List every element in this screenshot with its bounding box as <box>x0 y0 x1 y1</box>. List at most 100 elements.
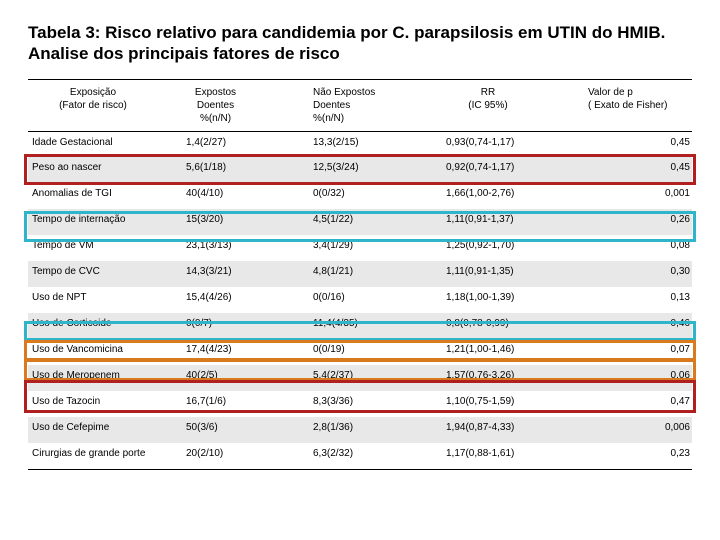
table-row: Uso de Cefepime50(3/6)2,8(1/36)1,94(0,87… <box>28 417 692 443</box>
header-exposicao: Exposição (Fator de risco) <box>28 79 158 131</box>
cell-c5: 0,13 <box>558 287 692 313</box>
header-rr: RR (IC 95%) <box>418 79 558 131</box>
cell-c3: 4,5(1/22) <box>273 209 418 235</box>
table-row: Tempo de VM23,1(3/13)3,4(1/29)1,25(0,92-… <box>28 235 692 261</box>
cell-c4: 0,8(0,78-0,99) <box>418 313 558 339</box>
cell-c3: 5,4(2/37) <box>273 365 418 391</box>
hdr: (Fator de risco) <box>59 100 127 111</box>
cell-c3: 2,8(1/36) <box>273 417 418 443</box>
cell-c3: 8,3(3/36) <box>273 391 418 417</box>
cell-c1: Uso de Corticoide <box>28 313 158 339</box>
table-row: Uso de Tazocin16,7(1/6)8,3(3/36)1,10(0,7… <box>28 391 692 417</box>
cell-c1: Uso de Meropenem <box>28 365 158 391</box>
hdr: RR <box>481 87 495 98</box>
cell-c4: 1,57(0,76-3,26) <box>418 365 558 391</box>
cell-c2: 14,3(3/21) <box>158 261 273 287</box>
hdr: Doentes <box>197 100 234 111</box>
cell-c4: 1,10(0,75-1,59) <box>418 391 558 417</box>
cell-c1: Uso de Cefepime <box>28 417 158 443</box>
table-row: Tempo de internação15(3/20)4,5(1/22)1,11… <box>28 209 692 235</box>
cell-c5: 0,46 <box>558 313 692 339</box>
cell-c2: 40(4/10) <box>158 183 273 209</box>
hdr: %(n/N) <box>200 113 231 124</box>
cell-c5: 0,26 <box>558 209 692 235</box>
cell-c5: 0,45 <box>558 131 692 157</box>
cell-c2: 40(2/5) <box>158 365 273 391</box>
table-wrapper: Exposição (Fator de risco) Expostos Doen… <box>28 79 692 470</box>
cell-c4: 0,93(0,74-1,17) <box>418 131 558 157</box>
risk-table: Exposição (Fator de risco) Expostos Doen… <box>28 79 692 470</box>
cell-c3: 6,3(2/32) <box>273 443 418 469</box>
header-nao-expostos: Não Expostos Doentes %(n/N) <box>273 79 418 131</box>
hdr: ( Exato de Fisher) <box>588 100 667 111</box>
cell-c3: 4,8(1/21) <box>273 261 418 287</box>
table-row: Uso de Vancomicina17,4(4/23)0(0/19)1,21(… <box>28 339 692 365</box>
cell-c3: 12,5(3/24) <box>273 157 418 183</box>
cell-c2: 17,4(4/23) <box>158 339 273 365</box>
table-row: Cirurgias de grande porte20(2/10)6,3(2/3… <box>28 443 692 469</box>
cell-c1: Tempo de VM <box>28 235 158 261</box>
cell-c1: Tempo de CVC <box>28 261 158 287</box>
cell-c5: 0,06 <box>558 365 692 391</box>
cell-c5: 0,08 <box>558 235 692 261</box>
cell-c2: 15(3/20) <box>158 209 273 235</box>
cell-c4: 1,11(0,91-1,37) <box>418 209 558 235</box>
cell-c4: 1,66(1,00-2,76) <box>418 183 558 209</box>
table-body: Idade Gestacional1,4(2/27)13,3(2/15)0,93… <box>28 131 692 469</box>
hdr: %(n/N) <box>313 113 344 124</box>
cell-c5: 0,30 <box>558 261 692 287</box>
table-row: Idade Gestacional1,4(2/27)13,3(2/15)0,93… <box>28 131 692 157</box>
cell-c5: 0,006 <box>558 417 692 443</box>
cell-c4: 1,18(1,00-1,39) <box>418 287 558 313</box>
header-expostos: Expostos Doentes %(n/N) <box>158 79 273 131</box>
table-row: Uso de Corticoide0(0/7)11,4(4/35)0,8(0,7… <box>28 313 692 339</box>
header-pvalue: Valor de p ( Exato de Fisher) <box>558 79 692 131</box>
table-title: Tabela 3: Risco relativo para candidemia… <box>28 22 692 65</box>
cell-c1: Peso ao nascer <box>28 157 158 183</box>
cell-c4: 1,17(0,88-1,61) <box>418 443 558 469</box>
table-row: Tempo de CVC14,3(3/21)4,8(1/21)1,11(0,91… <box>28 261 692 287</box>
header-row: Exposição (Fator de risco) Expostos Doen… <box>28 79 692 131</box>
table-row: Anomalias de TGI40(4/10)0(0/32)1,66(1,00… <box>28 183 692 209</box>
cell-c3: 0(0/32) <box>273 183 418 209</box>
table-row: Uso de NPT15,4(4/26)0(0/16)1,18(1,00-1,3… <box>28 287 692 313</box>
cell-c3: 0(0/16) <box>273 287 418 313</box>
cell-c1: Uso de Vancomicina <box>28 339 158 365</box>
cell-c2: 5,6(1/18) <box>158 157 273 183</box>
cell-c1: Anomalias de TGI <box>28 183 158 209</box>
cell-c4: 1,94(0,87-4,33) <box>418 417 558 443</box>
table-row: Uso de Meropenem40(2/5)5,4(2/37)1,57(0,7… <box>28 365 692 391</box>
cell-c5: 0,001 <box>558 183 692 209</box>
cell-c4: 1,11(0,91-1,35) <box>418 261 558 287</box>
table-row: Peso ao nascer5,6(1/18)12,5(3/24)0,92(0,… <box>28 157 692 183</box>
hdr: Exposição <box>70 87 116 98</box>
cell-c1: Idade Gestacional <box>28 131 158 157</box>
cell-c5: 0,47 <box>558 391 692 417</box>
cell-c5: 0,23 <box>558 443 692 469</box>
cell-c2: 1,4(2/27) <box>158 131 273 157</box>
cell-c2: 23,1(3/13) <box>158 235 273 261</box>
cell-c1: Cirurgias de grande porte <box>28 443 158 469</box>
cell-c2: 15,4(4/26) <box>158 287 273 313</box>
cell-c3: 3,4(1/29) <box>273 235 418 261</box>
cell-c2: 0(0/7) <box>158 313 273 339</box>
cell-c4: 1,25(0,92-1,70) <box>418 235 558 261</box>
hdr: (IC 95%) <box>468 100 507 111</box>
cell-c1: Uso de NPT <box>28 287 158 313</box>
cell-c5: 0,45 <box>558 157 692 183</box>
cell-c3: 0(0/19) <box>273 339 418 365</box>
cell-c2: 16,7(1/6) <box>158 391 273 417</box>
hdr: Doentes <box>313 100 350 111</box>
hdr: Expostos <box>195 87 236 98</box>
cell-c3: 13,3(2/15) <box>273 131 418 157</box>
hdr: Não Expostos <box>313 87 375 98</box>
cell-c4: 1,21(1,00-1,46) <box>418 339 558 365</box>
cell-c4: 0,92(0,74-1,17) <box>418 157 558 183</box>
cell-c1: Uso de Tazocin <box>28 391 158 417</box>
cell-c2: 20(2/10) <box>158 443 273 469</box>
cell-c1: Tempo de internação <box>28 209 158 235</box>
cell-c3: 11,4(4/35) <box>273 313 418 339</box>
cell-c5: 0,07 <box>558 339 692 365</box>
hdr: Valor de p <box>588 87 633 98</box>
cell-c2: 50(3/6) <box>158 417 273 443</box>
